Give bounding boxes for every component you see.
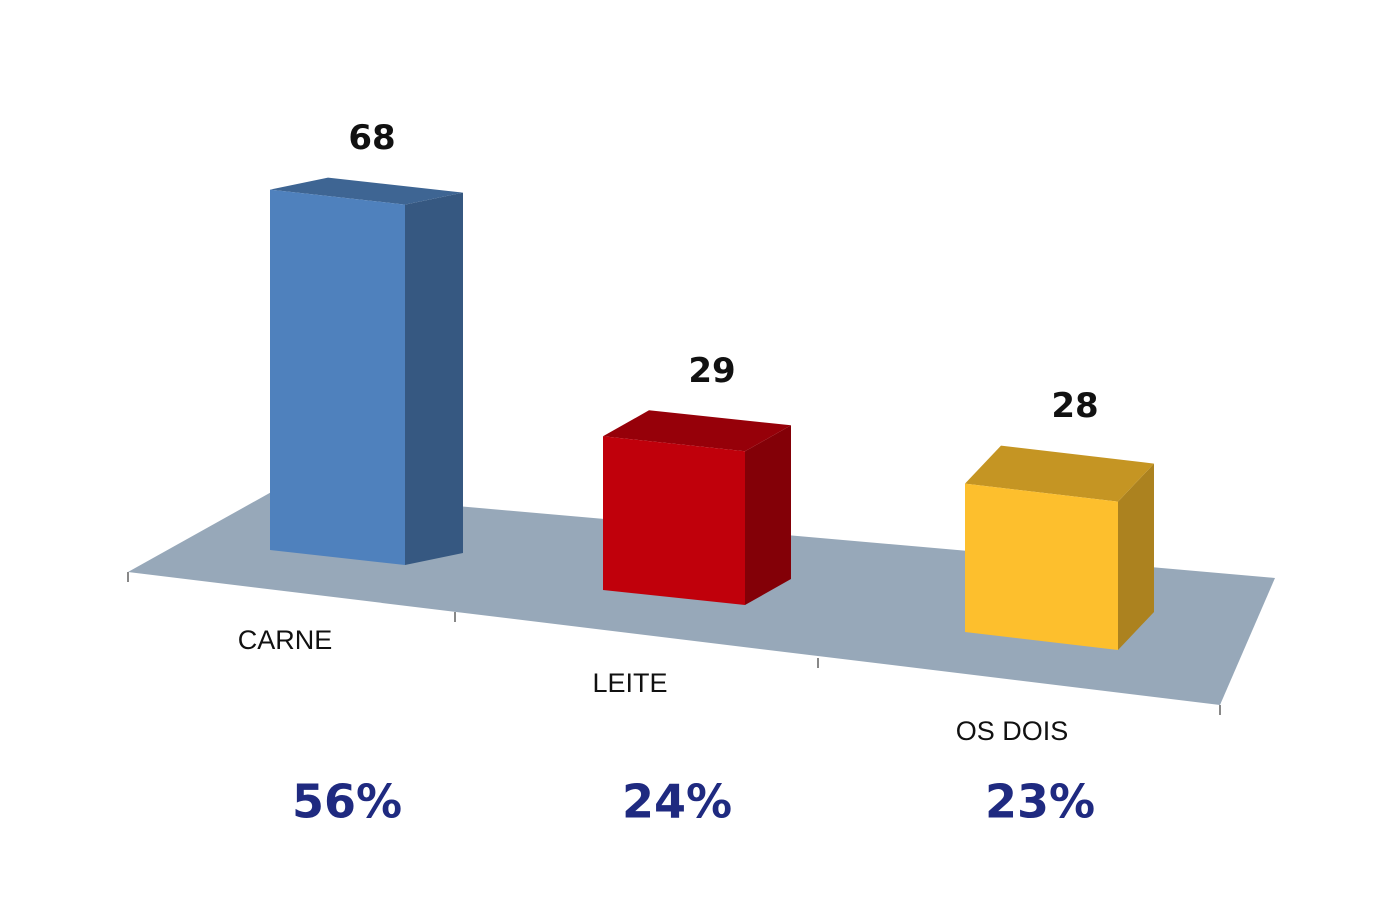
bar-top: [603, 410, 791, 452]
bar: [270, 189, 405, 565]
share-label: 56%: [292, 775, 402, 829]
axis-ticks: [127, 572, 1221, 715]
value-label: 28: [1051, 386, 1098, 426]
bar-side: [1118, 463, 1154, 650]
bar-top: [965, 445, 1154, 502]
share-label: 24%: [622, 775, 732, 829]
bar-side: [745, 425, 791, 605]
bar-side: [405, 192, 463, 565]
x-tick-label: LEITE: [592, 668, 667, 698]
share-label: 23%: [985, 775, 1095, 829]
bar: [965, 483, 1118, 650]
bar-top: [270, 177, 463, 205]
x-tick-label: OS DOIS: [956, 716, 1069, 746]
x-tick-label: CARNE: [238, 625, 333, 655]
bar: [603, 436, 745, 605]
value-label: 29: [688, 351, 735, 391]
value-label: 68: [348, 118, 395, 158]
